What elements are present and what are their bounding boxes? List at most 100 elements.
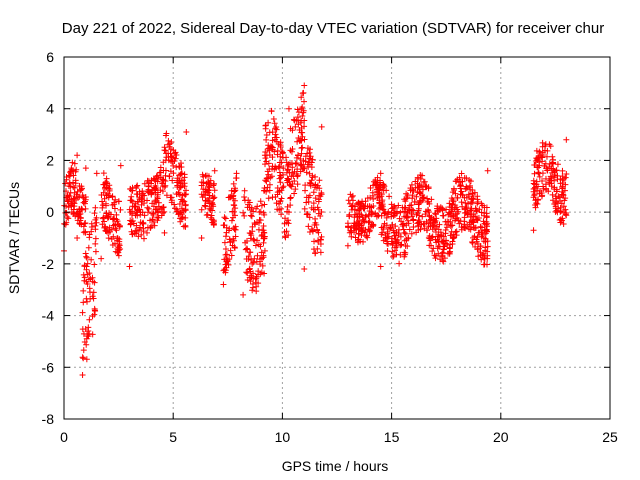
data-point — [256, 220, 263, 227]
data-point — [82, 250, 89, 257]
data-point — [111, 205, 118, 212]
data-point — [79, 354, 86, 361]
data-point — [206, 184, 213, 191]
data-point — [260, 252, 267, 259]
data-point — [412, 178, 419, 185]
data-point — [442, 230, 449, 237]
data-point — [370, 223, 377, 230]
data-point — [425, 198, 432, 205]
data-point — [298, 94, 305, 101]
data-point — [469, 239, 476, 246]
data-point — [403, 236, 410, 243]
data-point — [222, 246, 229, 253]
data-point — [397, 209, 404, 216]
data-point — [204, 197, 211, 204]
data-point — [84, 281, 91, 288]
data-point — [262, 161, 269, 168]
data-point — [396, 260, 403, 267]
data-point — [462, 205, 469, 212]
data-point — [310, 200, 317, 207]
data-point — [129, 210, 136, 217]
data-point — [545, 188, 552, 195]
data-point — [278, 148, 285, 155]
data-point — [393, 228, 400, 235]
data-point — [77, 187, 84, 194]
data-point — [174, 175, 181, 182]
data-point — [354, 237, 361, 244]
data-point — [287, 195, 294, 202]
data-point — [106, 224, 113, 231]
data-point — [393, 208, 400, 215]
data-point — [177, 183, 184, 190]
data-point — [431, 252, 438, 259]
data-point — [553, 188, 560, 195]
data-point — [207, 214, 214, 221]
data-point — [263, 178, 270, 185]
x-tick-label: 0 — [60, 429, 68, 445]
data-point — [392, 204, 399, 211]
data-point — [377, 263, 384, 270]
data-point — [248, 213, 255, 220]
data-point — [223, 229, 230, 236]
data-point — [254, 237, 261, 244]
y-axis-label: SDTVAR / TECUs — [6, 182, 22, 294]
x-tick-label: 15 — [384, 429, 400, 445]
data-point — [484, 261, 491, 268]
data-point — [263, 136, 270, 143]
data-point — [374, 211, 381, 218]
data-point — [83, 356, 90, 363]
data-point — [274, 151, 281, 158]
data-point — [243, 269, 250, 276]
data-point — [463, 204, 470, 211]
data-point — [225, 194, 232, 201]
data-point — [287, 202, 294, 209]
data-point — [306, 155, 313, 162]
data-point — [310, 189, 317, 196]
data-point — [93, 170, 100, 177]
data-point — [439, 249, 446, 256]
data-point — [277, 198, 284, 205]
data-point — [428, 196, 435, 203]
data-point — [247, 212, 254, 219]
data-point — [474, 199, 481, 206]
data-point — [293, 154, 300, 161]
data-point — [389, 242, 396, 249]
data-point — [484, 167, 491, 174]
data-point — [200, 179, 207, 186]
data-point — [467, 205, 474, 212]
data-point — [288, 183, 295, 190]
data-point — [560, 221, 567, 228]
data-point — [483, 204, 490, 211]
data-point — [244, 270, 251, 277]
data-point — [298, 145, 305, 152]
data-point — [383, 214, 390, 221]
data-point — [355, 199, 362, 206]
data-point — [349, 192, 356, 199]
data-point — [172, 155, 179, 162]
data-point — [401, 208, 408, 215]
data-point — [127, 186, 134, 193]
data-point — [295, 151, 302, 158]
data-point — [420, 220, 427, 227]
y-tick-label: 0 — [46, 204, 54, 220]
data-point — [117, 206, 124, 213]
data-point — [450, 234, 457, 241]
data-point — [82, 165, 89, 172]
data-point — [301, 266, 308, 273]
data-point — [144, 209, 151, 216]
data-point — [539, 178, 546, 185]
data-point — [411, 199, 418, 206]
data-point — [89, 313, 96, 320]
data-point — [126, 263, 133, 270]
data-point — [438, 232, 445, 239]
data-point — [465, 191, 472, 198]
data-point — [307, 180, 314, 187]
data-point — [250, 259, 257, 266]
data-point — [374, 179, 381, 186]
data-point — [413, 193, 420, 200]
data-point — [461, 224, 468, 231]
data-point — [445, 211, 452, 218]
data-point — [231, 226, 238, 233]
data-point — [558, 191, 565, 198]
